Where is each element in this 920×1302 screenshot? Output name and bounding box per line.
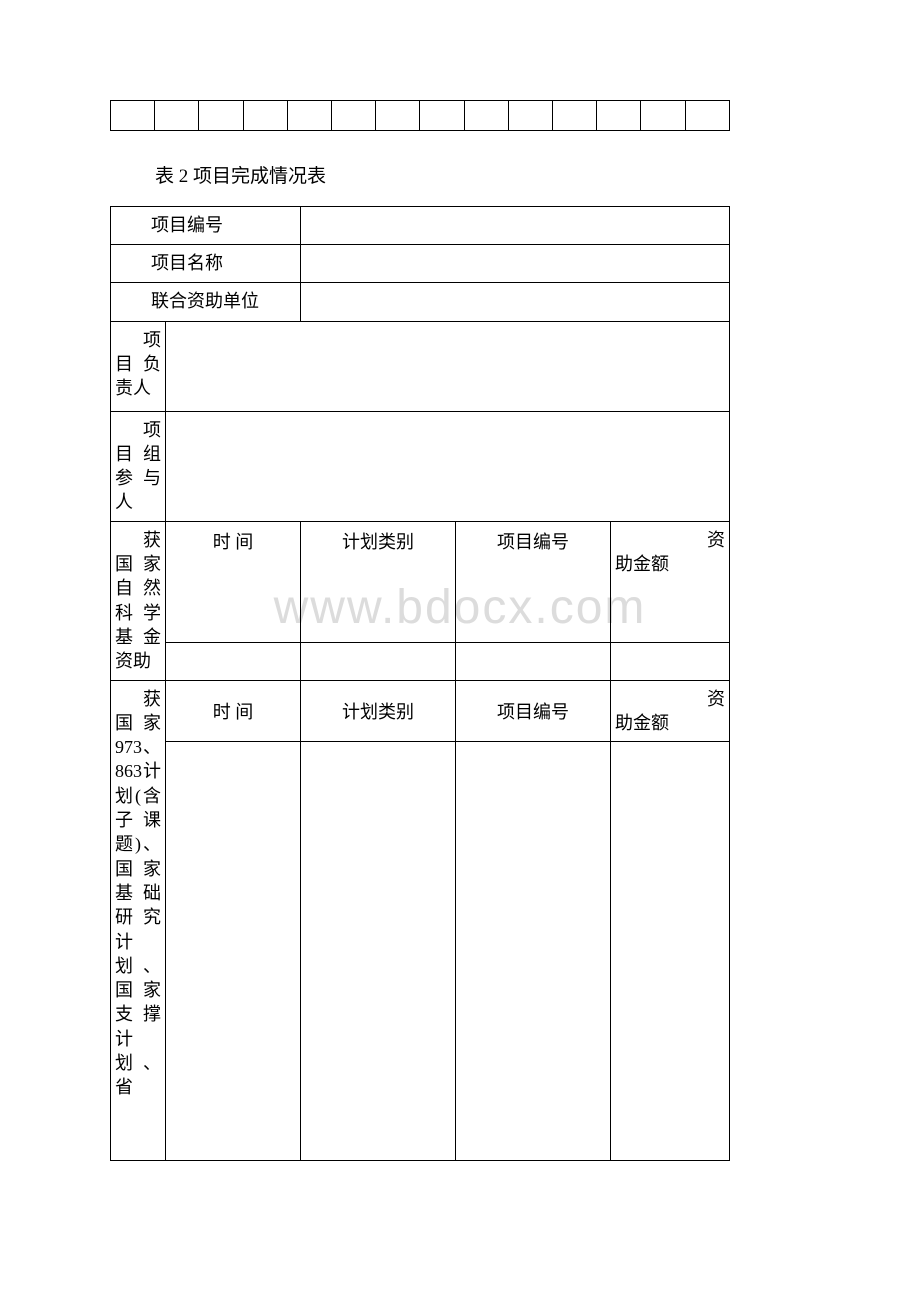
label-project-no: 项目编号 <box>111 207 301 245</box>
hdr-amount-2: 资助金额 <box>611 680 730 742</box>
row-participants: 项目组参与人 <box>111 411 730 521</box>
table-row <box>111 101 730 131</box>
empty-cell <box>111 101 155 131</box>
row-project-name: 项目名称 <box>111 245 730 283</box>
row-plans-header: 获国家973、863计划(含子课题)、国家基础研究计划、国家支撑计划、省 时 间… <box>111 680 730 742</box>
row-project-no: 项目编号 <box>111 207 730 245</box>
empty-cell <box>508 101 552 131</box>
hdr-time: 时 间 <box>166 521 301 642</box>
label-plans: 获国家973、863计划(含子课题)、国家基础研究计划、国家支撑计划、省 <box>111 680 166 1160</box>
cell-time <box>166 642 301 680</box>
label-project-name: 项目名称 <box>111 245 301 283</box>
row-nsfc-data <box>111 642 730 680</box>
cell-plan-type <box>301 642 456 680</box>
cell-amount <box>611 642 730 680</box>
empty-cell <box>376 101 420 131</box>
empty-cell <box>155 101 199 131</box>
hdr-amount: 资助金额 <box>611 521 730 642</box>
label-joint-funding: 联合资助单位 <box>111 283 301 321</box>
label-participants: 项目组参与人 <box>111 411 166 521</box>
row-plans-data <box>111 742 730 1160</box>
empty-cell <box>685 101 729 131</box>
empty-cell <box>641 101 685 131</box>
hdr-project-no: 项目编号 <box>456 521 611 642</box>
empty-cell <box>553 101 597 131</box>
value-joint-funding <box>301 283 730 321</box>
value-project-name <box>301 245 730 283</box>
top-empty-table <box>110 100 730 131</box>
empty-cell <box>464 101 508 131</box>
page-container: 表 2 项目完成情况表 项目编号 项目名称 联合资助单位 项目负责人 项目组参与… <box>0 0 920 1211</box>
empty-cell <box>332 101 376 131</box>
empty-cell <box>287 101 331 131</box>
cell-project-no-2 <box>456 742 611 1160</box>
empty-cell <box>243 101 287 131</box>
hdr-project-no-2: 项目编号 <box>456 680 611 742</box>
table-caption: 表 2 项目完成情况表 <box>155 161 810 188</box>
label-leader: 项目负责人 <box>111 321 166 411</box>
project-completion-table: 项目编号 项目名称 联合资助单位 项目负责人 项目组参与人 获国家自然科学基金资… <box>110 206 730 1161</box>
row-nsfc-header: 获国家自然科学基金资助 时 间 计划类别 项目编号 资助金额 <box>111 521 730 642</box>
value-project-no <box>301 207 730 245</box>
row-joint-funding: 联合资助单位 <box>111 283 730 321</box>
label-nsfc: 获国家自然科学基金资助 <box>111 521 166 680</box>
empty-cell <box>597 101 641 131</box>
empty-cell <box>420 101 464 131</box>
value-leader <box>166 321 730 411</box>
cell-project-no <box>456 642 611 680</box>
cell-amount-2 <box>611 742 730 1160</box>
hdr-plan-type-2: 计划类别 <box>301 680 456 742</box>
hdr-plan-type: 计划类别 <box>301 521 456 642</box>
cell-time-2 <box>166 742 301 1160</box>
cell-plan-type-2 <box>301 742 456 1160</box>
value-participants <box>166 411 730 521</box>
row-leader: 项目负责人 <box>111 321 730 411</box>
hdr-time-2: 时 间 <box>166 680 301 742</box>
empty-cell <box>199 101 243 131</box>
